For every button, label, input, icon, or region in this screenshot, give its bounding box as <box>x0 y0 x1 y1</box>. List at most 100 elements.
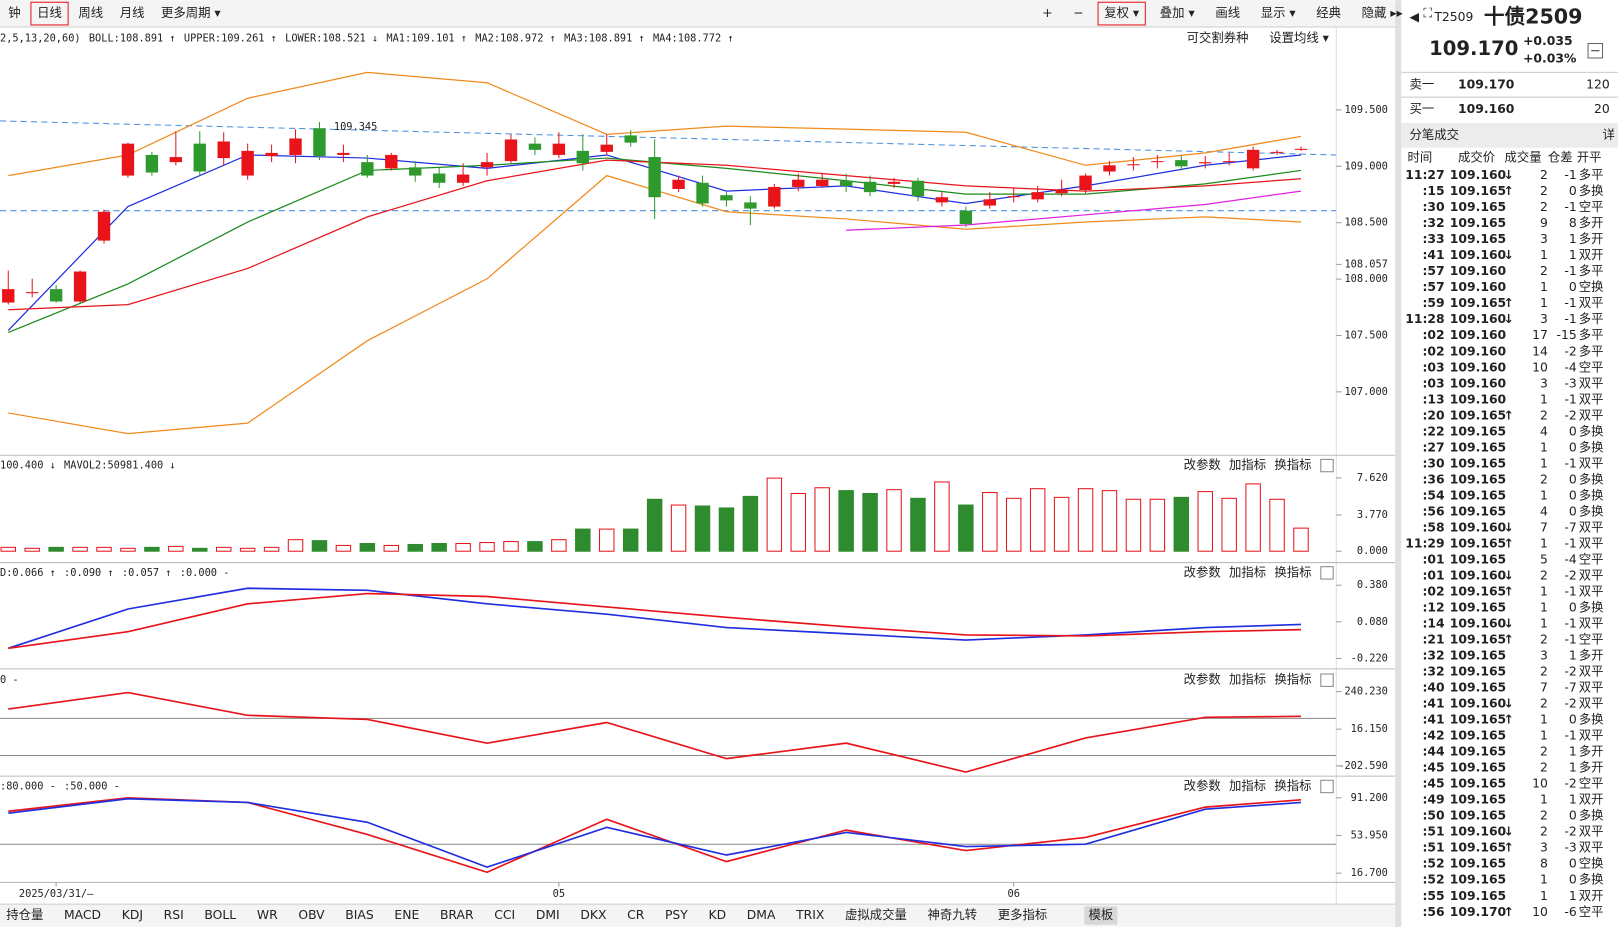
candle-body[interactable] <box>121 143 135 176</box>
toolbar-button[interactable]: 叠加 ▾ <box>1160 6 1196 20</box>
candle-body[interactable] <box>1175 160 1188 167</box>
candle-body[interactable] <box>672 179 685 189</box>
indicator-tab[interactable]: DMA <box>747 908 776 922</box>
candle-body[interactable] <box>1246 149 1260 169</box>
panel-button[interactable]: 加指标 <box>1229 457 1266 472</box>
main-button[interactable]: 可交割券种 <box>1187 30 1249 45</box>
indicator-tab[interactable]: 神奇九转 <box>928 907 978 922</box>
candle-body[interactable] <box>313 128 326 157</box>
indicator-tab[interactable]: KD <box>708 908 726 922</box>
indicator-tab[interactable]: 虚拟成交量 <box>845 907 907 922</box>
candle-body[interactable] <box>648 157 661 198</box>
candle-body[interactable] <box>145 154 159 173</box>
panel-close[interactable] <box>1320 566 1334 580</box>
candle-body[interactable] <box>839 180 853 186</box>
candle-body[interactable] <box>696 182 709 204</box>
candle-body[interactable] <box>1055 189 1068 194</box>
panel-button[interactable]: 改参数 <box>1184 564 1222 579</box>
indicator-tab[interactable]: BOLL <box>204 908 236 922</box>
candle-body[interactable] <box>863 181 877 193</box>
panel-button[interactable]: 改参数 <box>1184 672 1222 687</box>
candle-body[interactable] <box>1294 148 1308 150</box>
candle-body[interactable] <box>337 152 350 155</box>
candle-body[interactable] <box>792 179 805 187</box>
candle-body[interactable] <box>887 181 901 184</box>
panel-close[interactable] <box>1320 458 1334 473</box>
candle-body[interactable] <box>217 141 230 159</box>
candle-body[interactable] <box>169 157 183 163</box>
indicator-tab[interactable]: BRAR <box>440 908 474 922</box>
candle-body[interactable] <box>1151 161 1164 163</box>
candle-body[interactable] <box>816 179 829 186</box>
indicator-tab[interactable]: BIAS <box>345 908 374 922</box>
toolbar-tab[interactable]: 月线 <box>120 6 145 20</box>
candle-body[interactable] <box>1079 175 1092 190</box>
indicator-tab[interactable]: 更多指标 <box>998 907 1048 922</box>
candle-body[interactable] <box>456 174 470 183</box>
toolbar-tab[interactable]: 钟 <box>8 5 20 20</box>
candle-body[interactable] <box>720 195 733 201</box>
nav-prev[interactable]: ◀ <box>1410 10 1420 24</box>
toolbar-tab[interactable]: 更多周期 ▾ <box>161 6 221 20</box>
indicator-tab[interactable]: 模板 <box>1089 908 1114 922</box>
indicator-tab[interactable]: ENE <box>394 908 419 922</box>
candle-body[interactable] <box>624 135 637 143</box>
candle-body[interactable] <box>528 143 542 150</box>
toolbar-tab[interactable]: 周线 <box>78 6 103 20</box>
toolbar-button[interactable]: 画线 <box>1215 6 1240 20</box>
candle-body[interactable] <box>1031 192 1044 200</box>
indicator-tab[interactable]: RSI <box>164 908 184 922</box>
indicator-tab[interactable]: PSY <box>665 908 688 922</box>
indicator-tab[interactable]: CCI <box>494 908 515 922</box>
panel-button[interactable]: 改参数 <box>1184 457 1222 472</box>
candle-body[interactable] <box>480 162 494 168</box>
candle-body[interactable] <box>97 211 111 241</box>
toolbar-button[interactable]: ⛶ <box>1422 6 1432 20</box>
candle-body[interactable] <box>600 144 613 152</box>
candle-body[interactable] <box>289 138 302 155</box>
indicator-tab[interactable]: 持仓量 <box>6 907 43 922</box>
candle-body[interactable] <box>1199 162 1212 164</box>
panel-button[interactable]: 换指标 <box>1274 672 1311 687</box>
candle-body[interactable] <box>959 210 973 225</box>
candle-body[interactable] <box>744 202 757 209</box>
indicator-tab[interactable]: DKX <box>580 908 607 922</box>
candle-body[interactable] <box>983 199 996 206</box>
candle-body[interactable] <box>73 271 87 302</box>
panel-button[interactable]: 加指标 <box>1229 564 1266 579</box>
collapse-button[interactable] <box>1587 43 1604 59</box>
candle-body[interactable] <box>1103 165 1116 172</box>
candle-body[interactable] <box>576 150 590 164</box>
splitter[interactable] <box>1395 0 1402 927</box>
indicator-tab[interactable]: KDJ <box>122 908 143 922</box>
candle-body[interactable] <box>1127 164 1140 166</box>
toolbar-button[interactable]: 复权 ▾ <box>1104 5 1140 20</box>
panel-button[interactable]: 改参数 <box>1184 778 1222 793</box>
candle-body[interactable] <box>409 167 422 176</box>
panel-button[interactable]: 换指标 <box>1274 457 1311 472</box>
panel-button[interactable]: 换指标 <box>1274 564 1311 579</box>
candle-body[interactable] <box>385 154 398 169</box>
candle-body[interactable] <box>265 152 278 157</box>
candle-body[interactable] <box>1222 161 1236 163</box>
toolbar-button[interactable]: − <box>1073 6 1083 20</box>
candle-body[interactable] <box>2 289 15 303</box>
candle-body[interactable] <box>911 180 925 197</box>
candle-body[interactable] <box>552 143 566 155</box>
toolbar-tab[interactable]: 日线 <box>37 6 62 20</box>
panel-button[interactable]: 加指标 <box>1229 778 1266 793</box>
panel-close[interactable] <box>1320 673 1334 687</box>
panel-button[interactable]: 换指标 <box>1274 778 1311 793</box>
main-button[interactable]: 设置均线 ▾ <box>1269 30 1329 45</box>
trades-detail[interactable]: 详 <box>1603 127 1615 142</box>
candle-body[interactable] <box>361 162 374 176</box>
candle-body[interactable] <box>935 197 949 203</box>
toolbar-button[interactable]: + <box>1042 6 1052 20</box>
candle-body[interactable] <box>432 173 446 183</box>
indicator-tab[interactable]: WR <box>257 908 278 922</box>
toolbar-button[interactable]: 经典 <box>1316 6 1341 20</box>
candle-body[interactable] <box>504 139 518 162</box>
indicator-tab[interactable]: CR <box>627 908 645 922</box>
indicator-tab[interactable]: OBV <box>298 908 325 922</box>
candle-body[interactable] <box>768 186 781 207</box>
